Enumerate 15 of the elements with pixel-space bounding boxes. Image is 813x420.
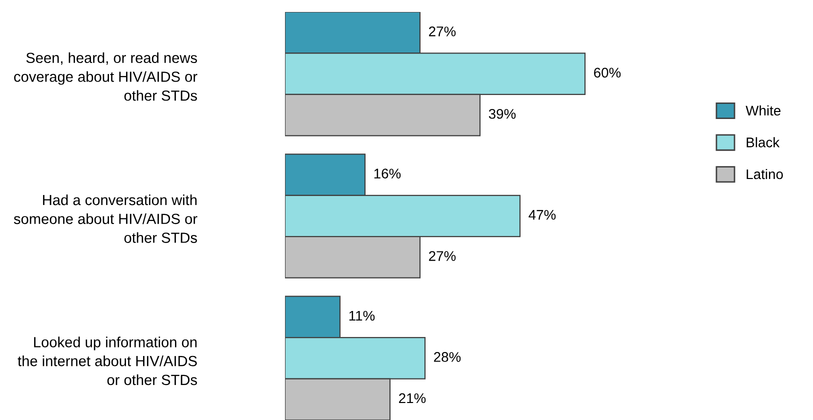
data-label: 11% [349,310,375,321]
data-label: 27% [429,251,456,261]
legend-label: White [746,105,780,116]
y-tick-label: Had a conversation with someone about HIV/AIDS or other STDs [14,194,198,243]
legend-label: Latino [746,168,783,180]
legend-label: Black [746,137,780,148]
data-label: 27% [429,26,456,36]
y-tick-label: Looked up information on the internet about HIV/AIDS or other STDs [18,336,197,386]
data-label: 21% [399,393,426,404]
data-label: 39% [488,108,516,119]
data-label: 16% [374,168,401,178]
data-label: 47% [528,210,556,220]
y-tick-label: Seen, heard, or read news coverage about HIV/AIDS or other STDs [14,52,198,101]
data-label: 28% [434,352,461,362]
data-label: 60% [594,68,621,78]
